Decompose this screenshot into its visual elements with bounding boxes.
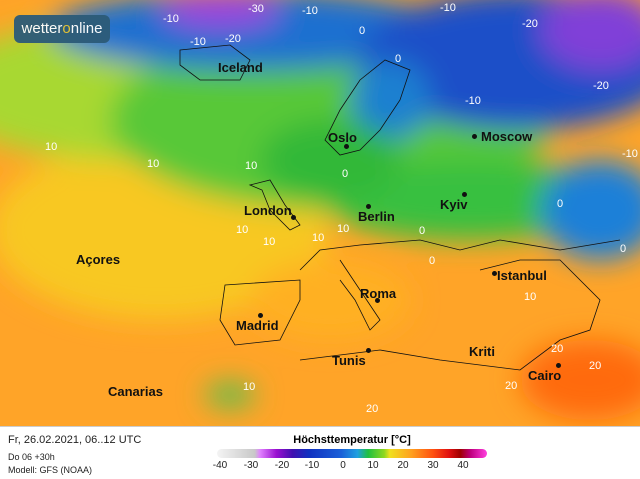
city-label-acores: Açores [76,252,121,267]
city-dot [556,363,561,368]
scale-tick: -20 [274,460,290,471]
scale-tick: 30 [427,460,439,471]
city-label-kriti: Kriti [469,344,495,359]
temperature-map[interactable]: wetteronline -10 -30 -10 -20 -10 0 -10 -… [0,0,640,426]
forecast-date: Fr, 26.02.2021, 06..12 UTC [8,434,142,446]
isoline-label: 20 [551,343,564,355]
city-label-cairo: Cairo [528,368,562,383]
isoline-label: -10 [622,148,638,160]
isoline-label: -20 [593,80,609,92]
city-dot [472,134,477,139]
isoline-label: 0 [342,168,349,180]
isoline-label: -10 [440,2,456,14]
city-dot [366,204,371,209]
isoline-label: 10 [147,158,160,170]
model-run: Do 06 +30h [8,452,55,462]
city-dot [366,348,371,353]
city-label-oslo: Oslo [328,130,357,145]
isoline-label: -10 [465,95,481,107]
scale-tick: 10 [367,460,379,471]
city-dot [375,298,380,303]
isoline-label: 10 [45,141,58,153]
isoline-label: 0 [359,25,366,37]
map-footer: Fr, 26.02.2021, 06..12 UTC Do 06 +30h Mo… [0,426,640,479]
isoline-label: 20 [505,380,518,392]
scale-tick: 40 [457,460,469,471]
scale-tick: -40 [212,460,228,471]
isoline-label: 10 [243,381,256,393]
city-dot [258,313,263,318]
isoline-label: 10 [337,223,350,235]
isoline-label: 0 [620,243,627,255]
temperature-field [0,0,640,426]
city-label-tunis: Tunis [332,353,366,368]
city-label-roma: Roma [360,286,397,301]
logo-text: nline [70,20,103,37]
city-label-canarias: Canarias [108,384,163,399]
city-label-berlin: Berlin [358,209,395,224]
isoline-label: 0 [429,255,436,267]
isoline-label: 10 [245,160,258,172]
scale-tick: 0 [340,460,346,471]
isoline-label: 20 [589,360,602,372]
isoline-label: -20 [522,18,538,30]
city-dot [462,192,467,197]
scale-tick: -30 [243,460,259,471]
isoline-label: -10 [302,5,318,17]
isoline-label: 0 [395,53,402,65]
city-label-kyiv: Kyiv [440,197,468,212]
city-label-moscow: Moscow [481,129,533,144]
isoline-label: 10 [236,224,249,236]
color-scale [217,449,487,458]
scale-tick: 20 [397,460,409,471]
logo-text: wetter [21,20,63,37]
city-dot [492,271,497,276]
city-dot [291,215,296,220]
city-dot [344,144,349,149]
city-label-london: London [244,203,292,218]
isoline-label: 10 [312,232,325,244]
isoline-label: 20 [366,403,379,415]
isoline-label: -10 [190,36,206,48]
city-label-madrid: Madrid [236,318,279,333]
wetteronline-logo[interactable]: wetteronline [14,15,110,43]
legend-title: Höchsttemperatur [°C] [293,434,411,446]
isoline-label: 10 [263,236,276,248]
isoline-label: 0 [419,225,426,237]
city-label-istanbul: Istanbul [497,268,547,283]
city-label-iceland: Iceland [218,60,263,75]
isoline-label: -10 [163,13,179,25]
isoline-label: 0 [557,198,564,210]
logo-text: o [62,20,71,37]
scale-tick: -10 [304,460,320,471]
isoline-label: 10 [524,291,537,303]
model-name: Modell: GFS (NOAA) [8,465,93,475]
isoline-label: -30 [248,3,264,15]
isoline-label: -20 [225,33,241,45]
